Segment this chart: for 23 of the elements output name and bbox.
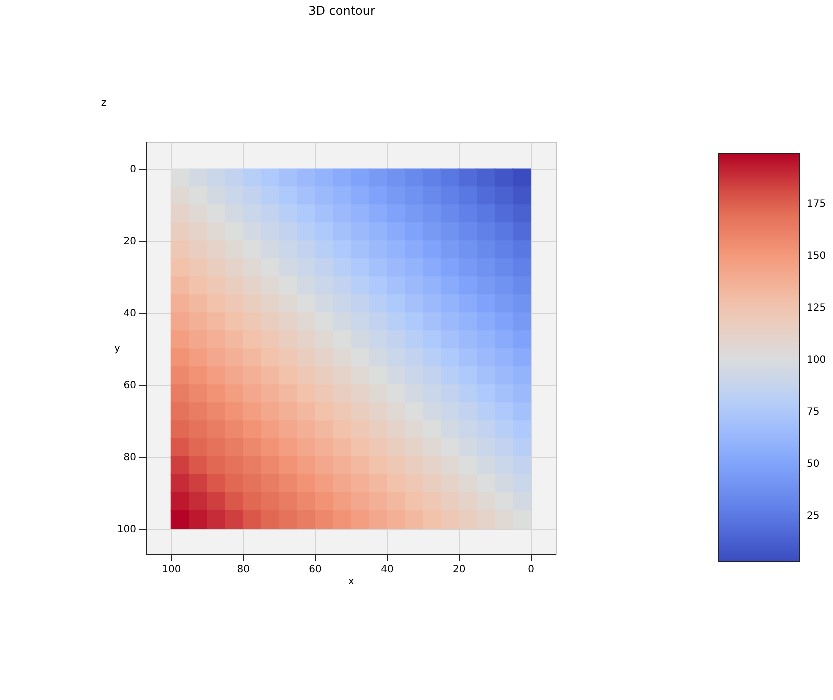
color-bar-label: 50 (807, 459, 820, 470)
y-tick-label: 40 (124, 308, 136, 320)
text: z (101, 98, 107, 109)
x-axis-title: x (348, 576, 355, 588)
x-tick-label: 100 (162, 564, 182, 576)
color-bar-label: 100 (807, 355, 826, 366)
y-axis-title: y (114, 344, 121, 354)
x-tick-label: 80 (237, 564, 250, 576)
x-tick-label: 0 (528, 564, 535, 576)
color-bar-label: 75 (807, 407, 820, 418)
color-bar-label: 125 (807, 303, 826, 314)
x-tick-label: 60 (309, 564, 322, 576)
y-tick-label: 100 (117, 524, 136, 536)
y-tick-label: 60 (124, 380, 136, 392)
color-bar-label: 25 (807, 511, 820, 522)
y-tick-label: 0 (130, 164, 136, 176)
x-tick-label: 20 (453, 564, 466, 576)
y-tick-label: 20 (124, 236, 136, 248)
color-bar-label: 150 (807, 251, 826, 262)
y-tick-label: 80 (124, 452, 136, 464)
x-tick-label: 40 (381, 564, 394, 576)
color-bar-label: 175 (807, 198, 826, 210)
chart-title: 3D contour (308, 4, 376, 18)
